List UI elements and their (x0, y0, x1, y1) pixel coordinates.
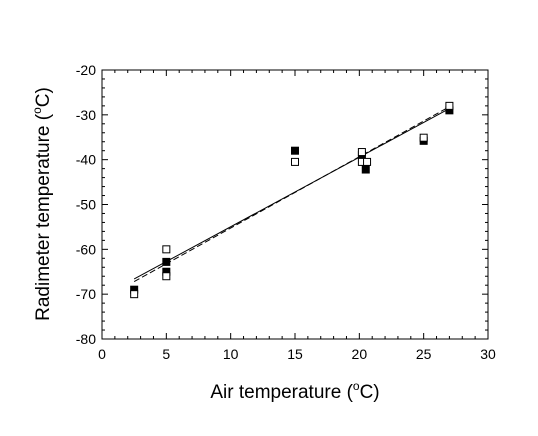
open-square-point (419, 133, 428, 142)
open-square-point (130, 290, 139, 299)
open-square-point (357, 148, 366, 157)
open-square-point (291, 157, 299, 166)
plot-border (101, 69, 489, 340)
open-square-point (445, 101, 454, 110)
axis-ticks (101, 69, 489, 340)
filled-square-point (162, 257, 171, 266)
y-axis-title: Radimeter temperature (oC) (30, 87, 54, 321)
x-tick-label: 5 (162, 346, 170, 362)
y-tick-label: -30 (76, 107, 96, 123)
fit-line-dashed (133, 106, 450, 283)
y-tick-label: -60 (76, 241, 96, 257)
open-square-point (363, 157, 372, 166)
y-tick-label: -20 (76, 62, 96, 78)
x-tick-label: 20 (352, 346, 368, 362)
filled-square-point (291, 146, 299, 155)
fit-lines (133, 106, 450, 283)
tick-labels: 0 5 10 15 20 25 30 -80 -70 -60 -50 -40 -30 -20 (76, 62, 496, 362)
data-markers (130, 101, 454, 299)
y-tick-label: -70 (76, 286, 96, 302)
x-tick-label: 15 (287, 346, 303, 362)
filled-square-point (361, 165, 370, 174)
y-tick-label: -80 (76, 331, 96, 347)
x-tick-label: 0 (98, 346, 106, 362)
x-axis-title: Air temperature (oC) (210, 379, 379, 403)
open-square-point (162, 272, 171, 281)
y-tick-label: -40 (76, 152, 96, 168)
x-tick-label: 25 (416, 346, 432, 362)
open-square-point (162, 245, 171, 254)
x-tick-label: 30 (480, 346, 496, 362)
plot-area (101, 69, 489, 340)
x-tick-label: 10 (223, 346, 239, 362)
y-tick-label: -50 (76, 197, 96, 213)
